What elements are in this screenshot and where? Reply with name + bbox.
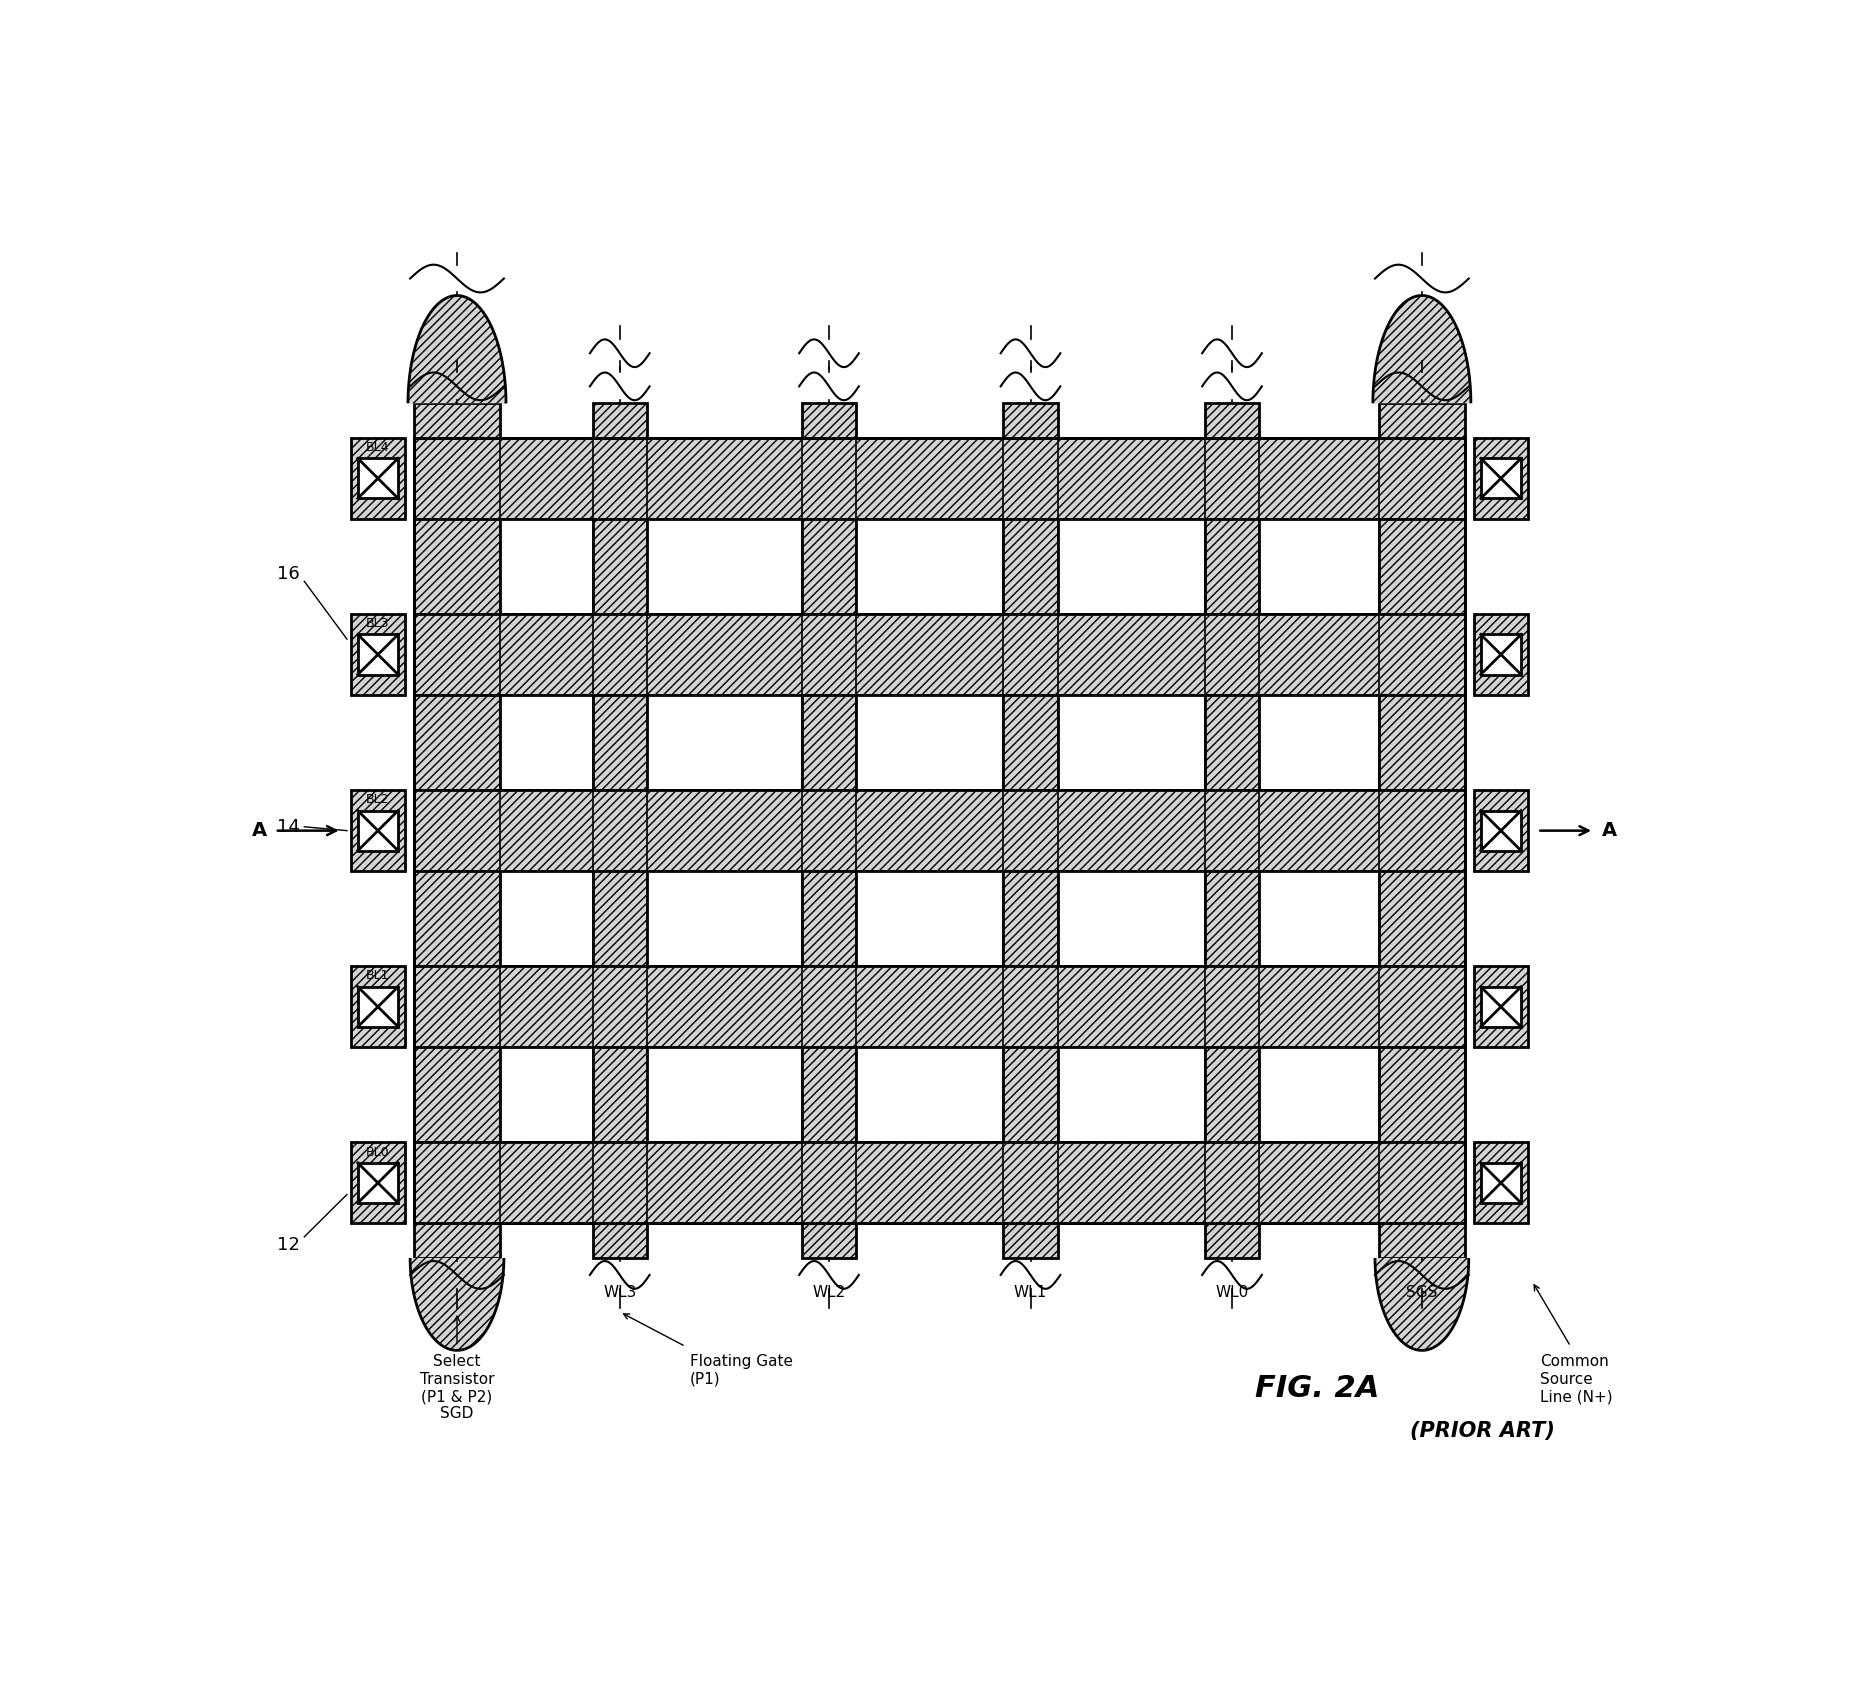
Bar	[358, 811, 397, 851]
Text: WL2: WL2	[812, 1285, 845, 1300]
Bar	[592, 403, 646, 1258]
PathPatch shape	[1374, 1258, 1469, 1350]
Bar	[414, 1143, 1463, 1224]
Text: BL3: BL3	[366, 617, 390, 631]
Text: WL3: WL3	[604, 1285, 637, 1300]
Bar	[1473, 791, 1526, 872]
Bar	[1480, 634, 1521, 674]
Bar	[358, 1163, 397, 1202]
PathPatch shape	[410, 1258, 503, 1350]
Text: BL4: BL4	[366, 442, 390, 454]
Bar	[1203, 403, 1259, 1258]
Bar	[1480, 459, 1521, 499]
Text: (PRIOR ART): (PRIOR ART)	[1409, 1421, 1554, 1442]
Text: A: A	[253, 821, 267, 840]
Bar	[351, 1143, 405, 1224]
Text: BL1: BL1	[366, 969, 390, 983]
Text: BL0: BL0	[366, 1145, 390, 1158]
Bar	[414, 438, 1463, 519]
Text: Floating Gate
(P1): Floating Gate (P1)	[689, 1354, 793, 1386]
Text: 12: 12	[277, 1236, 301, 1253]
Bar	[414, 791, 1463, 872]
Bar	[358, 459, 397, 499]
Bar	[1480, 811, 1521, 851]
Text: BL2: BL2	[366, 794, 390, 806]
Bar	[1480, 986, 1521, 1027]
Text: Common
Source
Line (N+): Common Source Line (N+)	[1539, 1354, 1612, 1404]
Bar	[414, 966, 1463, 1047]
Bar	[1480, 1163, 1521, 1202]
Bar	[1473, 438, 1526, 519]
Text: A: A	[1601, 821, 1616, 840]
Bar	[358, 634, 397, 674]
Text: SGS: SGS	[1406, 1285, 1437, 1300]
Text: 14: 14	[277, 818, 301, 836]
PathPatch shape	[1372, 295, 1471, 403]
Text: FIG. 2A: FIG. 2A	[1255, 1374, 1380, 1403]
Bar	[351, 614, 405, 695]
Text: WL0: WL0	[1214, 1285, 1248, 1300]
Bar	[414, 403, 500, 1258]
Bar	[358, 986, 397, 1027]
Bar	[1003, 403, 1057, 1258]
Bar	[1473, 1143, 1526, 1224]
Text: Select
Transistor
(P1 & P2)
SGD: Select Transistor (P1 & P2) SGD	[420, 1354, 494, 1421]
Bar	[1473, 966, 1526, 1047]
Bar	[802, 403, 856, 1258]
Bar	[414, 438, 1463, 1224]
Bar	[414, 614, 1463, 695]
Bar	[351, 966, 405, 1047]
Bar	[1378, 403, 1463, 1258]
Bar	[351, 438, 405, 519]
Text: WL1: WL1	[1014, 1285, 1047, 1300]
PathPatch shape	[409, 295, 505, 403]
Bar	[351, 791, 405, 872]
Bar	[1473, 614, 1526, 695]
Text: 16: 16	[277, 565, 301, 583]
